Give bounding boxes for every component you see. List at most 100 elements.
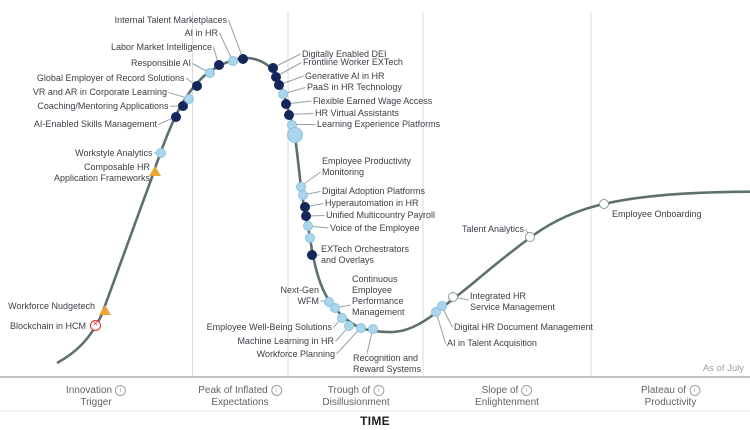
voice-of-the-employee-marker (303, 221, 314, 231)
paas-in-hr-technology-marker (277, 89, 288, 99)
global-employer-of-record-solutions-marker (191, 81, 202, 91)
phase-name-line1: Trough of (327, 385, 371, 396)
ai-enabled-skills-management-marker (170, 111, 181, 122)
vr-and-ar-in-corporate-learning-marker (184, 93, 195, 104)
unified-multicountry-payroll-marker (301, 211, 312, 221)
phase-label-productivity: Plateau of i Productivity (640, 385, 701, 408)
generative-ai-in-hr-label: Generative AI in HR (305, 70, 385, 81)
frontline-worker-extech-marker (271, 71, 281, 82)
workforce-nudgetech-label: Workforce Nudgetech (8, 300, 95, 311)
phase-name-line1: Plateau of (640, 385, 687, 396)
info-icon[interactable]: i (373, 385, 385, 396)
next-gen-label: Next-Gen WFM (280, 285, 319, 306)
digital-hr-document-management-label: Digital HR Document Management (454, 322, 594, 332)
employee-productivity-label: Employee Productivity Monitoring (322, 155, 412, 177)
phase-name-line2: Disillusionment (322, 396, 390, 408)
phase-name-line2: Productivity (644, 396, 697, 408)
info-icon[interactable]: i (689, 385, 701, 396)
employee-well-being-solutions-marker (336, 312, 347, 323)
internal-talent-marketplaces-connector-line (228, 19, 244, 59)
extech-orchestrators-marker (307, 250, 318, 260)
digitally-enabled-dei-label: Digitally Enabled DEI (302, 48, 387, 59)
hyperautomation-in-hr-label: Hyperautomation in HR (325, 198, 419, 208)
phase-name-line2: Trigger (80, 396, 112, 408)
labor-market-intelligence-marker (213, 59, 224, 70)
ai-in-talent-acquisition-label: AI in Talent Acquisition (447, 338, 537, 348)
phase-name-line1: Slope of (481, 385, 519, 396)
paas-in-hr-technology-label: PaaS in HR Technology (307, 82, 402, 92)
workstyle-analytics-label: Workstyle Analytics (75, 147, 153, 158)
learning-experience-platforms-label: Learning Experience Platforms (317, 119, 441, 129)
phase-name-line2: Enlightenment (475, 396, 539, 408)
digital-adoption-platforms-marker (297, 190, 308, 200)
phase-label-expectations: Peak of Inflated i Expectations (198, 385, 282, 408)
continuous-marker (330, 303, 340, 313)
machine-learning-in-hr-marker (344, 320, 355, 331)
next-gen-marker (324, 296, 334, 307)
coaching-mentoring-applications-label: Coaching/Mentoring Applications (37, 100, 169, 111)
workforce-planning-connector-line (336, 327, 362, 355)
blockchain-in-hcm-label: Blockchain in HCM (9, 320, 86, 331)
point-marker (286, 127, 303, 143)
recognition-and-marker (367, 324, 378, 335)
ai-in-hr-label: AI in HR (184, 27, 218, 38)
global-employer-of-record-solutions-label: Global Employer of Record Solutions (36, 72, 185, 83)
digital-hr-document-management-marker (436, 301, 447, 311)
axis-lines (0, 376, 750, 412)
integrated-hr-label: Integrated HR Service Management (470, 290, 556, 312)
ai-in-hr-marker (227, 55, 238, 66)
unified-multicountry-payroll-label: Unified Multicountry Payroll (326, 210, 436, 220)
hyperautomation-in-hr-marker (300, 202, 310, 212)
talent-analytics-label: Talent Analytics (461, 223, 524, 234)
labor-market-intelligence-label: Labor Market Intelligence (110, 41, 212, 52)
digital-adoption-platforms-label: Digital Adoption Platforms (322, 186, 426, 196)
extech-orchestrators-label: EXTech Orchestrators and Overlays (321, 244, 410, 265)
frontline-worker-extech-label: Frontline Worker EXTech (303, 57, 403, 67)
generative-ai-in-hr-marker (274, 80, 284, 90)
workforce-planning-marker (355, 322, 366, 333)
phase-name-line1: Innovation (65, 385, 113, 396)
employee-well-being-solutions-label: Employee Well-Being Solutions (206, 322, 332, 332)
machine-learning-in-hr-label: Machine Learning in HR (237, 336, 334, 346)
as-of-note: As of July (702, 363, 744, 374)
ai-in-talent-acquisition-connector-line (435, 311, 446, 344)
digitally-enabled-dei-marker (267, 63, 278, 73)
recognition-and-label: Recognition and Reward Systems (353, 352, 422, 374)
coaching-mentoring-applications-marker (177, 101, 188, 111)
phase-label-trigger: Innovation i Trigger (65, 385, 127, 408)
voice-of-the-employee-label: Voice of the Employee (330, 222, 420, 233)
employee-onboarding-label: Employee Onboarding (612, 208, 702, 219)
responsible-ai-marker (205, 68, 215, 78)
blockchain-in-hcm-marker (90, 320, 101, 331)
time-axis-label: TIME (360, 414, 390, 428)
info-icon[interactable]: i (521, 385, 533, 396)
continuous-label: Continuous Employee Performance Manageme… (352, 273, 405, 317)
talent-analytics-marker (525, 232, 535, 242)
point-marker (305, 233, 316, 244)
divider-lines (192, 12, 592, 377)
composable-hr-marker (149, 166, 161, 176)
phase-name-line1: Peak of Inflated (198, 385, 268, 396)
responsible-ai-label: Responsible AI (130, 58, 191, 68)
internal-talent-marketplaces-marker (238, 53, 248, 64)
hr-virtual-assistants-label: HR Virtual Assistants (315, 108, 399, 118)
info-icon[interactable]: i (115, 385, 127, 396)
workforce-planning-label: Workforce Planning (256, 348, 335, 359)
phase-label-enlightenment: Slope of i Enlightenment (475, 385, 539, 408)
ai-enabled-skills-management-label: AI-Enabled Skills Management (33, 119, 157, 129)
flexible-earned-wage-access-marker (281, 99, 291, 109)
phase-label-disillusionment: Trough of i Disillusionment (322, 385, 390, 408)
employee-onboarding-marker (599, 199, 610, 209)
ai-in-talent-acquisition-marker (431, 306, 441, 317)
composable-hr-label: Composable HR Application Frameworks (53, 161, 150, 183)
integrated-hr-marker (448, 292, 458, 302)
vr-and-ar-in-corporate-learning-label: VR and AR in Corporate Learning (32, 87, 167, 97)
flexible-earned-wage-access-label: Flexible Earned Wage Access (313, 95, 433, 106)
info-icon[interactable]: i (270, 385, 282, 396)
hr-virtual-assistants-marker (284, 109, 294, 120)
internal-talent-marketplaces-label: Internal Talent Marketplaces (114, 14, 227, 25)
workforce-nudgetech-marker (98, 304, 111, 315)
phase-name-line2: Expectations (211, 396, 269, 408)
workstyle-analytics-marker (155, 147, 166, 158)
